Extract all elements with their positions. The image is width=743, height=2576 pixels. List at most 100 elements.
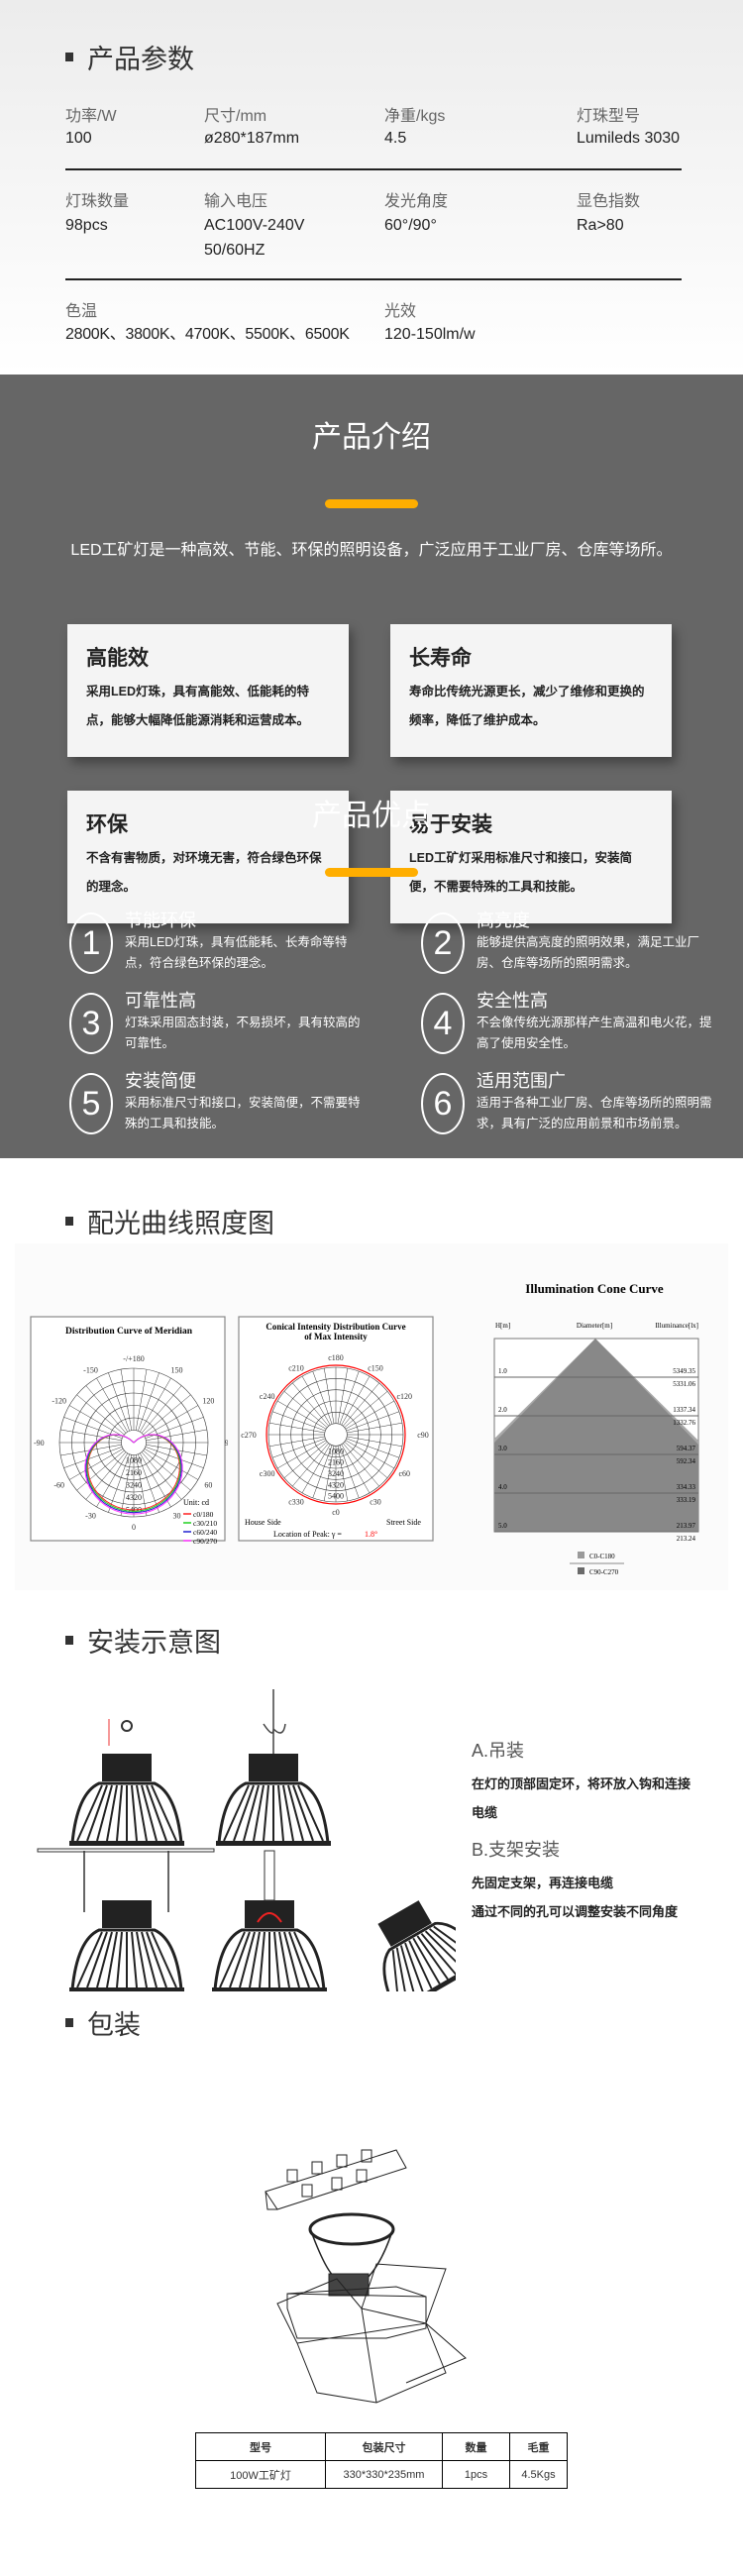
angle-label: 60 — [204, 1481, 212, 1490]
feature-card: 易于安装 LED工矿灯采用标准尺寸和接口，安装简便，不需要特殊的工具和技能。 — [390, 791, 672, 923]
angle-label: -60 — [53, 1481, 64, 1490]
grid-spoke — [276, 1400, 327, 1430]
advantage-title: 安全性高 — [477, 991, 548, 1011]
lamp-fin — [433, 1925, 456, 1962]
grid-spoke — [339, 1445, 360, 1498]
grid-spoke — [341, 1375, 371, 1426]
card-title: 长寿命 — [409, 647, 472, 670]
angle-label: c150 — [368, 1363, 383, 1372]
chart-frame — [238, 1316, 434, 1542]
spec-label: 尺寸/mm — [204, 108, 267, 125]
advantage-text: 采用标准尺寸和接口，安装简便，不需要特殊的工具和技能。 — [125, 1096, 361, 1130]
angle-label: c240 — [260, 1392, 275, 1401]
grid-spoke — [344, 1442, 388, 1478]
advantage-item: 4 安全性高不会像传统光源那样产生高温和电火花，提高了使用安全性。 — [421, 987, 718, 1056]
spec-value: Lumileds 3030 — [577, 130, 681, 147]
grid-spoke — [85, 1385, 127, 1434]
number-circle-icon: 4 — [421, 993, 465, 1054]
grid-spoke — [145, 1447, 204, 1468]
spec-value: Ra>80 — [577, 217, 624, 234]
illuminance-label: 5349.35 — [673, 1367, 695, 1375]
spec-label: 光效 — [384, 303, 417, 320]
advantage-item: 5 安装简便 采用标准尺寸和接口，安装简便，不需要特殊的工具和技能。 — [69, 1067, 367, 1136]
advantage-item: 1 节能环保 采用LED灯珠，具有低能耗、长寿命等特点，符合绿色环保的理念。 — [69, 907, 367, 976]
grid-spoke — [301, 1375, 331, 1426]
lamp-fin — [287, 1784, 304, 1842]
lamp-fin — [412, 1937, 441, 1985]
lamp-shell — [382, 1921, 456, 1991]
advantage-title: 高亮度 — [477, 911, 530, 930]
angle-label: c270 — [241, 1431, 257, 1440]
height-label: 2.0 — [498, 1406, 507, 1414]
grid-spoke — [96, 1377, 128, 1433]
illuminance-label: 5331.06 — [673, 1380, 695, 1388]
spec-value: 120-150lm/w — [384, 326, 476, 343]
table-row: 100W工矿灯 330*330*235mm 1pcs 4.5Kgs — [195, 2460, 568, 2489]
lamp-fin — [136, 1931, 148, 1988]
series-curve — [87, 1434, 180, 1511]
illuminance-label: 334.33 — [677, 1483, 696, 1491]
grid-spoke — [344, 1391, 388, 1428]
grid-spoke — [138, 1372, 159, 1432]
grid-spoke — [323, 1446, 335, 1502]
lamp-fin — [233, 1784, 255, 1842]
bottom-tray — [286, 2286, 427, 2339]
lamp-fin — [391, 1950, 400, 1991]
grid-spoke — [146, 1429, 207, 1442]
lamp-fin — [131, 1931, 138, 1988]
grid-spoke — [108, 1372, 130, 1432]
grid-spoke — [346, 1411, 399, 1432]
lamp-fin — [136, 1784, 148, 1842]
spec-section: 产品参数 功率/W 100 尺寸/mm ø280*187mm 净重/kgs 4.… — [0, 0, 743, 375]
spec-label: 功率/W — [65, 108, 117, 125]
advantage-text: 不会像传统光源那样产生高温和电火花，提高了使用安全性。 — [477, 1016, 712, 1050]
grid-spoke — [143, 1394, 191, 1436]
packaging-illustration — [265, 2149, 467, 2404]
chart-title: Distribution Curve of Meridian — [65, 1327, 193, 1337]
illuminance-label: 1332.76 — [673, 1419, 695, 1427]
angle-label: -120 — [52, 1397, 66, 1406]
td: 4.5Kgs — [509, 2460, 568, 2489]
illuminance-label: 594.37 — [677, 1445, 696, 1452]
grid-spoke — [135, 1454, 148, 1516]
bullet-square-icon — [65, 1217, 73, 1226]
lamp-driver — [377, 1900, 432, 1947]
grid-spoke — [135, 1369, 148, 1431]
grid-spoke — [85, 1451, 127, 1500]
lamp-fin — [408, 1940, 433, 1989]
spec-label: 色温 — [65, 303, 98, 320]
install-title: 安装示意图 — [65, 1621, 221, 1660]
grid-spoke — [343, 1382, 379, 1427]
spec-value: 2800K、3800K、4700K、5500K、6500K — [65, 326, 350, 343]
lamp-fin — [399, 1945, 417, 1991]
table-header-row: 型号 包装尺寸 数量 毛重 — [195, 2432, 568, 2461]
spec-title-text: 产品参数 — [87, 45, 194, 74]
bullet-square-icon — [65, 1636, 73, 1645]
advantage-title: 节能环保 — [125, 911, 196, 930]
lamp-fin — [293, 1931, 320, 1988]
angle-label: c120 — [397, 1392, 413, 1401]
number-circle-icon: 3 — [69, 993, 113, 1054]
lamp-fin — [273, 1931, 280, 1988]
grid-spoke — [268, 1422, 325, 1434]
advantage-title: 安装简便 — [125, 1071, 196, 1091]
card-text: LED工矿灯采用标准尺寸和接口，安装简便，不需要特殊的工具和技能。 — [409, 851, 633, 894]
grid-spoke — [292, 1443, 329, 1487]
packing-title: 包装 — [65, 2003, 141, 2042]
ring-icon — [121, 1720, 133, 1732]
lamp-shell — [310, 2230, 393, 2280]
bullet-square-icon — [65, 2018, 73, 2027]
grid-spoke — [312, 1371, 333, 1425]
lamp-fin — [116, 1784, 123, 1842]
grid-spoke — [337, 1446, 349, 1502]
tray-cells — [286, 2149, 372, 2198]
lamp-fin — [229, 1931, 251, 1988]
lamp-driver — [102, 1900, 152, 1928]
spec-value: 98pcs — [65, 217, 108, 234]
cone-area-c90 — [494, 1339, 698, 1532]
grid-spoke — [345, 1440, 395, 1469]
install-b-title: B.支架安装 — [472, 1840, 561, 1860]
td: 330*330*235mm — [325, 2460, 443, 2489]
packing-title-text: 包装 — [87, 2010, 141, 2040]
advantage-text: 能够提供高亮度的照明效果，满足工业厂房、仓库等场所的照明需求。 — [477, 935, 700, 970]
